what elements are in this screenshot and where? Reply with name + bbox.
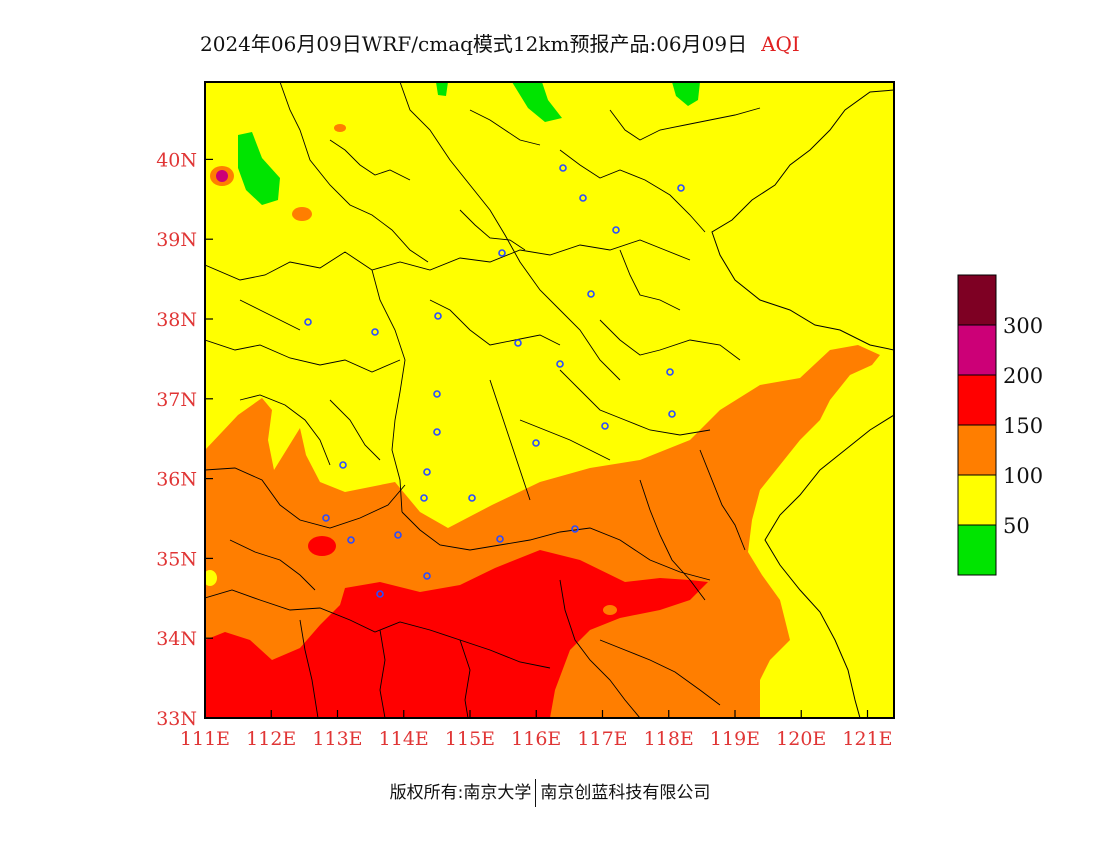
legend-swatch-unhealthy: [957, 374, 997, 426]
city-marker: [347, 536, 355, 544]
city-marker: [532, 439, 540, 447]
city-marker: [468, 494, 476, 502]
aqi-blob: [205, 570, 217, 586]
aqi-blob: [603, 605, 617, 615]
lon-tick-label: 120E: [776, 728, 826, 750]
coastline: [711, 89, 894, 351]
city-marker: [423, 468, 431, 476]
lon-tick-label: 121E: [842, 728, 892, 750]
city-marker: [394, 531, 402, 539]
latitude-axis: 33N 34N 35N 36N 37N 38N 39N 40N: [156, 149, 213, 730]
lat-tick-label: 39N: [156, 229, 197, 251]
aqi-blob: [308, 536, 336, 556]
lon-tick-label: 112E: [246, 728, 296, 750]
city-marker: [376, 590, 384, 598]
legend-label-100: 100: [1003, 464, 1043, 488]
legend-swatch-good: [957, 524, 997, 576]
city-marker: [322, 514, 330, 522]
lon-tick-label: 115E: [445, 728, 495, 750]
aqi-blob: [292, 207, 312, 221]
city-marker: [612, 226, 620, 234]
aqi-blob: [334, 124, 346, 132]
footer-right: 南京创蓝科技有限公司: [540, 783, 711, 803]
city-marker: [559, 164, 567, 172]
aqi-blob: [216, 170, 228, 182]
city-marker: [677, 184, 685, 192]
lon-tick-label: 119E: [710, 728, 760, 750]
city-marker: [434, 312, 442, 320]
aqi-zone-unhealthy: [205, 550, 708, 718]
map-frame: [204, 81, 895, 719]
legend-label-200: 200: [1003, 364, 1043, 388]
lat-tick-label: 38N: [156, 309, 197, 331]
city-marker: [433, 428, 441, 436]
city-marker: [601, 422, 609, 430]
city-marker: [571, 525, 579, 533]
city-marker: [304, 318, 312, 326]
coastline: [764, 414, 894, 718]
city-marker: [496, 535, 504, 543]
city-marker: [339, 461, 347, 469]
legend-swatch-usg: [957, 424, 997, 476]
lon-tick-label: 116E: [511, 728, 561, 750]
city-marker: [556, 360, 564, 368]
city-marker: [371, 328, 379, 336]
title-main: 2024年06月09日WRF/cmaq模式12km预报产品:06月09日: [200, 32, 748, 56]
lat-tick-label: 35N: [156, 548, 197, 570]
aqi-legend: 300 200 150 100 50: [957, 274, 1043, 576]
city-marker: [514, 339, 522, 347]
lon-tick-label: 114E: [379, 728, 429, 750]
lat-tick-label: 37N: [156, 389, 197, 411]
city-marker: [433, 390, 441, 398]
lat-tick-label: 34N: [156, 628, 197, 650]
lon-tick-label: 113E: [312, 728, 362, 750]
map-title: 2024年06月09日WRF/cmaq模式12km预报产品:06月09日 AQI: [200, 28, 800, 57]
city-marker: [420, 494, 428, 502]
legend-swatch-moderate: [957, 474, 997, 526]
city-marker: [666, 368, 674, 376]
lat-tick-label: 36N: [156, 469, 197, 491]
city-marker: [668, 410, 676, 418]
legend-label-150: 150: [1003, 414, 1043, 438]
city-marker: [579, 194, 587, 202]
longitude-axis: 111E 112E 113E 114E 115E 116E 117E 118E 119E 120E…: [180, 710, 893, 750]
admin-boundaries: [205, 82, 761, 718]
lat-tick-label: 40N: [156, 149, 197, 171]
legend-swatch-hazardous: [957, 274, 997, 326]
copyright-footer: 版权所有:南京大学 南京创蓝科技有限公司: [0, 778, 1100, 807]
footer-left: 版权所有:南京大学: [389, 783, 532, 803]
title-variable: AQI: [761, 32, 800, 56]
legend-label-50: 50: [1003, 514, 1030, 538]
city-marker: [587, 290, 595, 298]
aqi-zone-good: [436, 82, 448, 96]
aqi-field: [205, 82, 894, 718]
footer-separator: [535, 779, 537, 807]
city-marker: [423, 572, 431, 580]
lon-tick-label: 118E: [644, 728, 694, 750]
lon-tick-label: 117E: [577, 728, 627, 750]
city-markers: [304, 164, 685, 598]
aqi-zone-good: [672, 82, 700, 106]
lat-tick-label: 33N: [156, 708, 197, 730]
aqi-zone-good: [238, 132, 280, 205]
city-marker: [498, 249, 506, 257]
aqi-zone-good: [512, 82, 562, 122]
legend-label-300: 300: [1003, 314, 1043, 338]
lon-tick-label: 111E: [180, 728, 230, 750]
legend-swatch-very-unhealthy: [957, 324, 997, 376]
